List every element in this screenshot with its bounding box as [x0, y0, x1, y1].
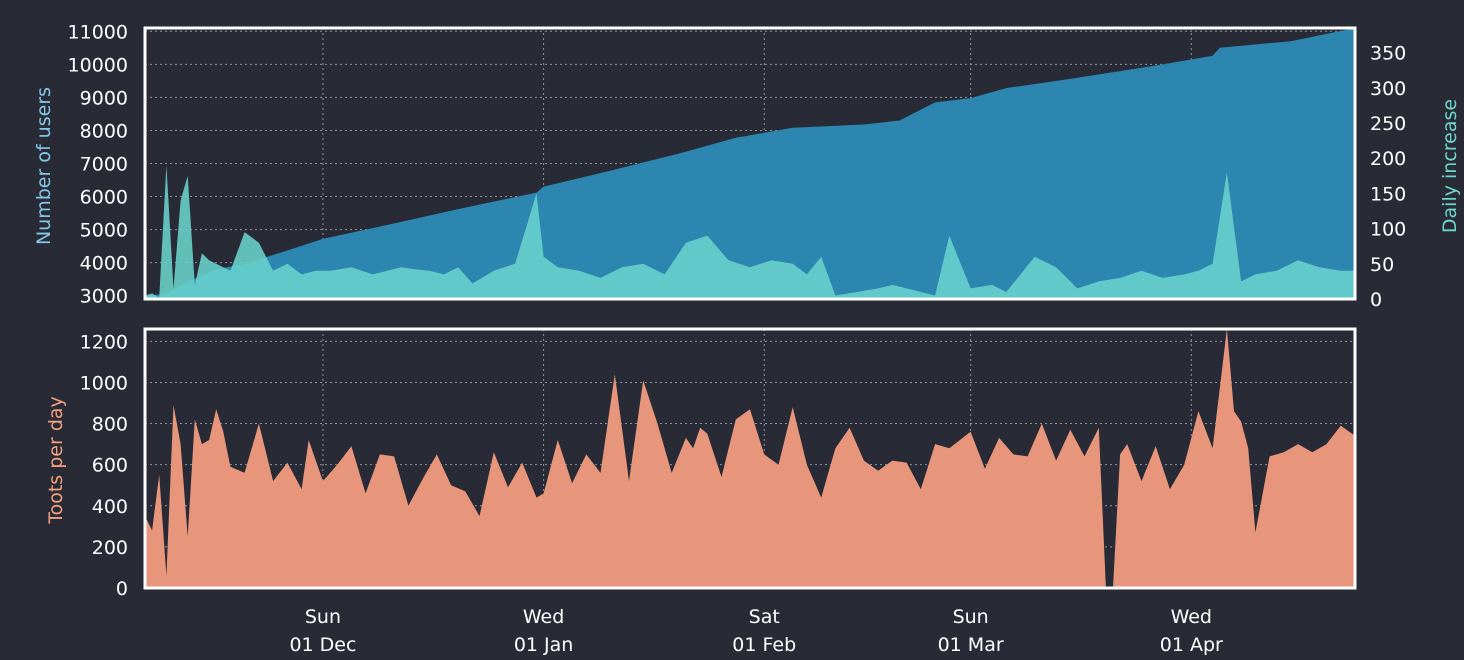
daily-increase-axis-label: Daily increase	[1439, 99, 1461, 233]
date-tick-label: 01 Apr	[1160, 634, 1223, 656]
daily-increase-tick-label: 300	[1370, 78, 1406, 100]
daily-increase-tick-label: 200	[1370, 148, 1406, 170]
users-panel-frame	[143, 26, 1357, 301]
users-tick-label: 3000	[80, 286, 128, 308]
daily-increase-tick-label: 100	[1370, 219, 1406, 241]
users-tick-label: 5000	[80, 220, 128, 242]
toots-panel-frame	[143, 327, 1357, 590]
toots-tick-label: 600	[92, 455, 128, 477]
date-tick-weekday: Sat	[749, 606, 780, 628]
date-tick-weekday: Wed	[523, 606, 564, 628]
date-tick-weekday: Sun	[305, 606, 341, 628]
toots-tick-label: 1000	[80, 372, 128, 394]
users-tick-label: 11000	[68, 21, 128, 43]
date-axis-ticks: Sun 01 Dec Wed 01 Jan Sat 01 Feb Sun 01 Mar Wed 0…	[289, 606, 1223, 656]
daily-increase-tick-label: 50	[1370, 254, 1394, 276]
users-tick-label: 8000	[80, 120, 128, 142]
date-tick-label: 01 Dec	[289, 634, 356, 656]
users-tick-label: 6000	[80, 187, 128, 209]
daily-increase-axis-ticks: 0 50 100 150 200 250 300 350	[1370, 43, 1406, 311]
users-axis-label: Number of users	[33, 87, 55, 245]
date-tick-weekday: Wed	[1171, 606, 1212, 628]
toots-tick-label: 1200	[80, 331, 128, 353]
date-tick-label: 01 Jan	[514, 634, 574, 656]
date-tick-label: 01 Feb	[732, 634, 796, 656]
daily-increase-tick-label: 150	[1370, 183, 1406, 205]
users-area-series	[145, 28, 1355, 299]
daily-increase-area-series	[145, 165, 1355, 299]
toots-tick-label: 200	[92, 537, 128, 559]
toots-tick-label: 400	[92, 496, 128, 518]
daily-increase-tick-label: 0	[1370, 289, 1382, 311]
users-tick-label: 9000	[80, 87, 128, 109]
toots-axis-label: Toots per day	[45, 396, 67, 525]
users-panel-series	[145, 28, 1355, 299]
daily-increase-tick-label: 250	[1370, 113, 1406, 135]
toots-tick-label: 800	[92, 414, 128, 436]
daily-increase-tick-label: 350	[1370, 43, 1406, 65]
date-tick-weekday: Sun	[953, 606, 989, 628]
users-axis-ticks: 3000 4000 5000 6000 7000 8000 9000 10000 11000	[68, 21, 128, 307]
users-tick-label: 4000	[80, 253, 128, 275]
users-tick-label: 10000	[68, 54, 128, 76]
toots-panel-series	[145, 329, 1355, 588]
users-tick-label: 7000	[80, 154, 128, 176]
toots-axis-ticks: 0 200 400 600 800 1000 1200	[80, 331, 128, 600]
toots-tick-label: 0	[116, 578, 128, 600]
toots-area-series	[145, 329, 1355, 588]
date-tick-label: 01 Mar	[938, 634, 1004, 656]
